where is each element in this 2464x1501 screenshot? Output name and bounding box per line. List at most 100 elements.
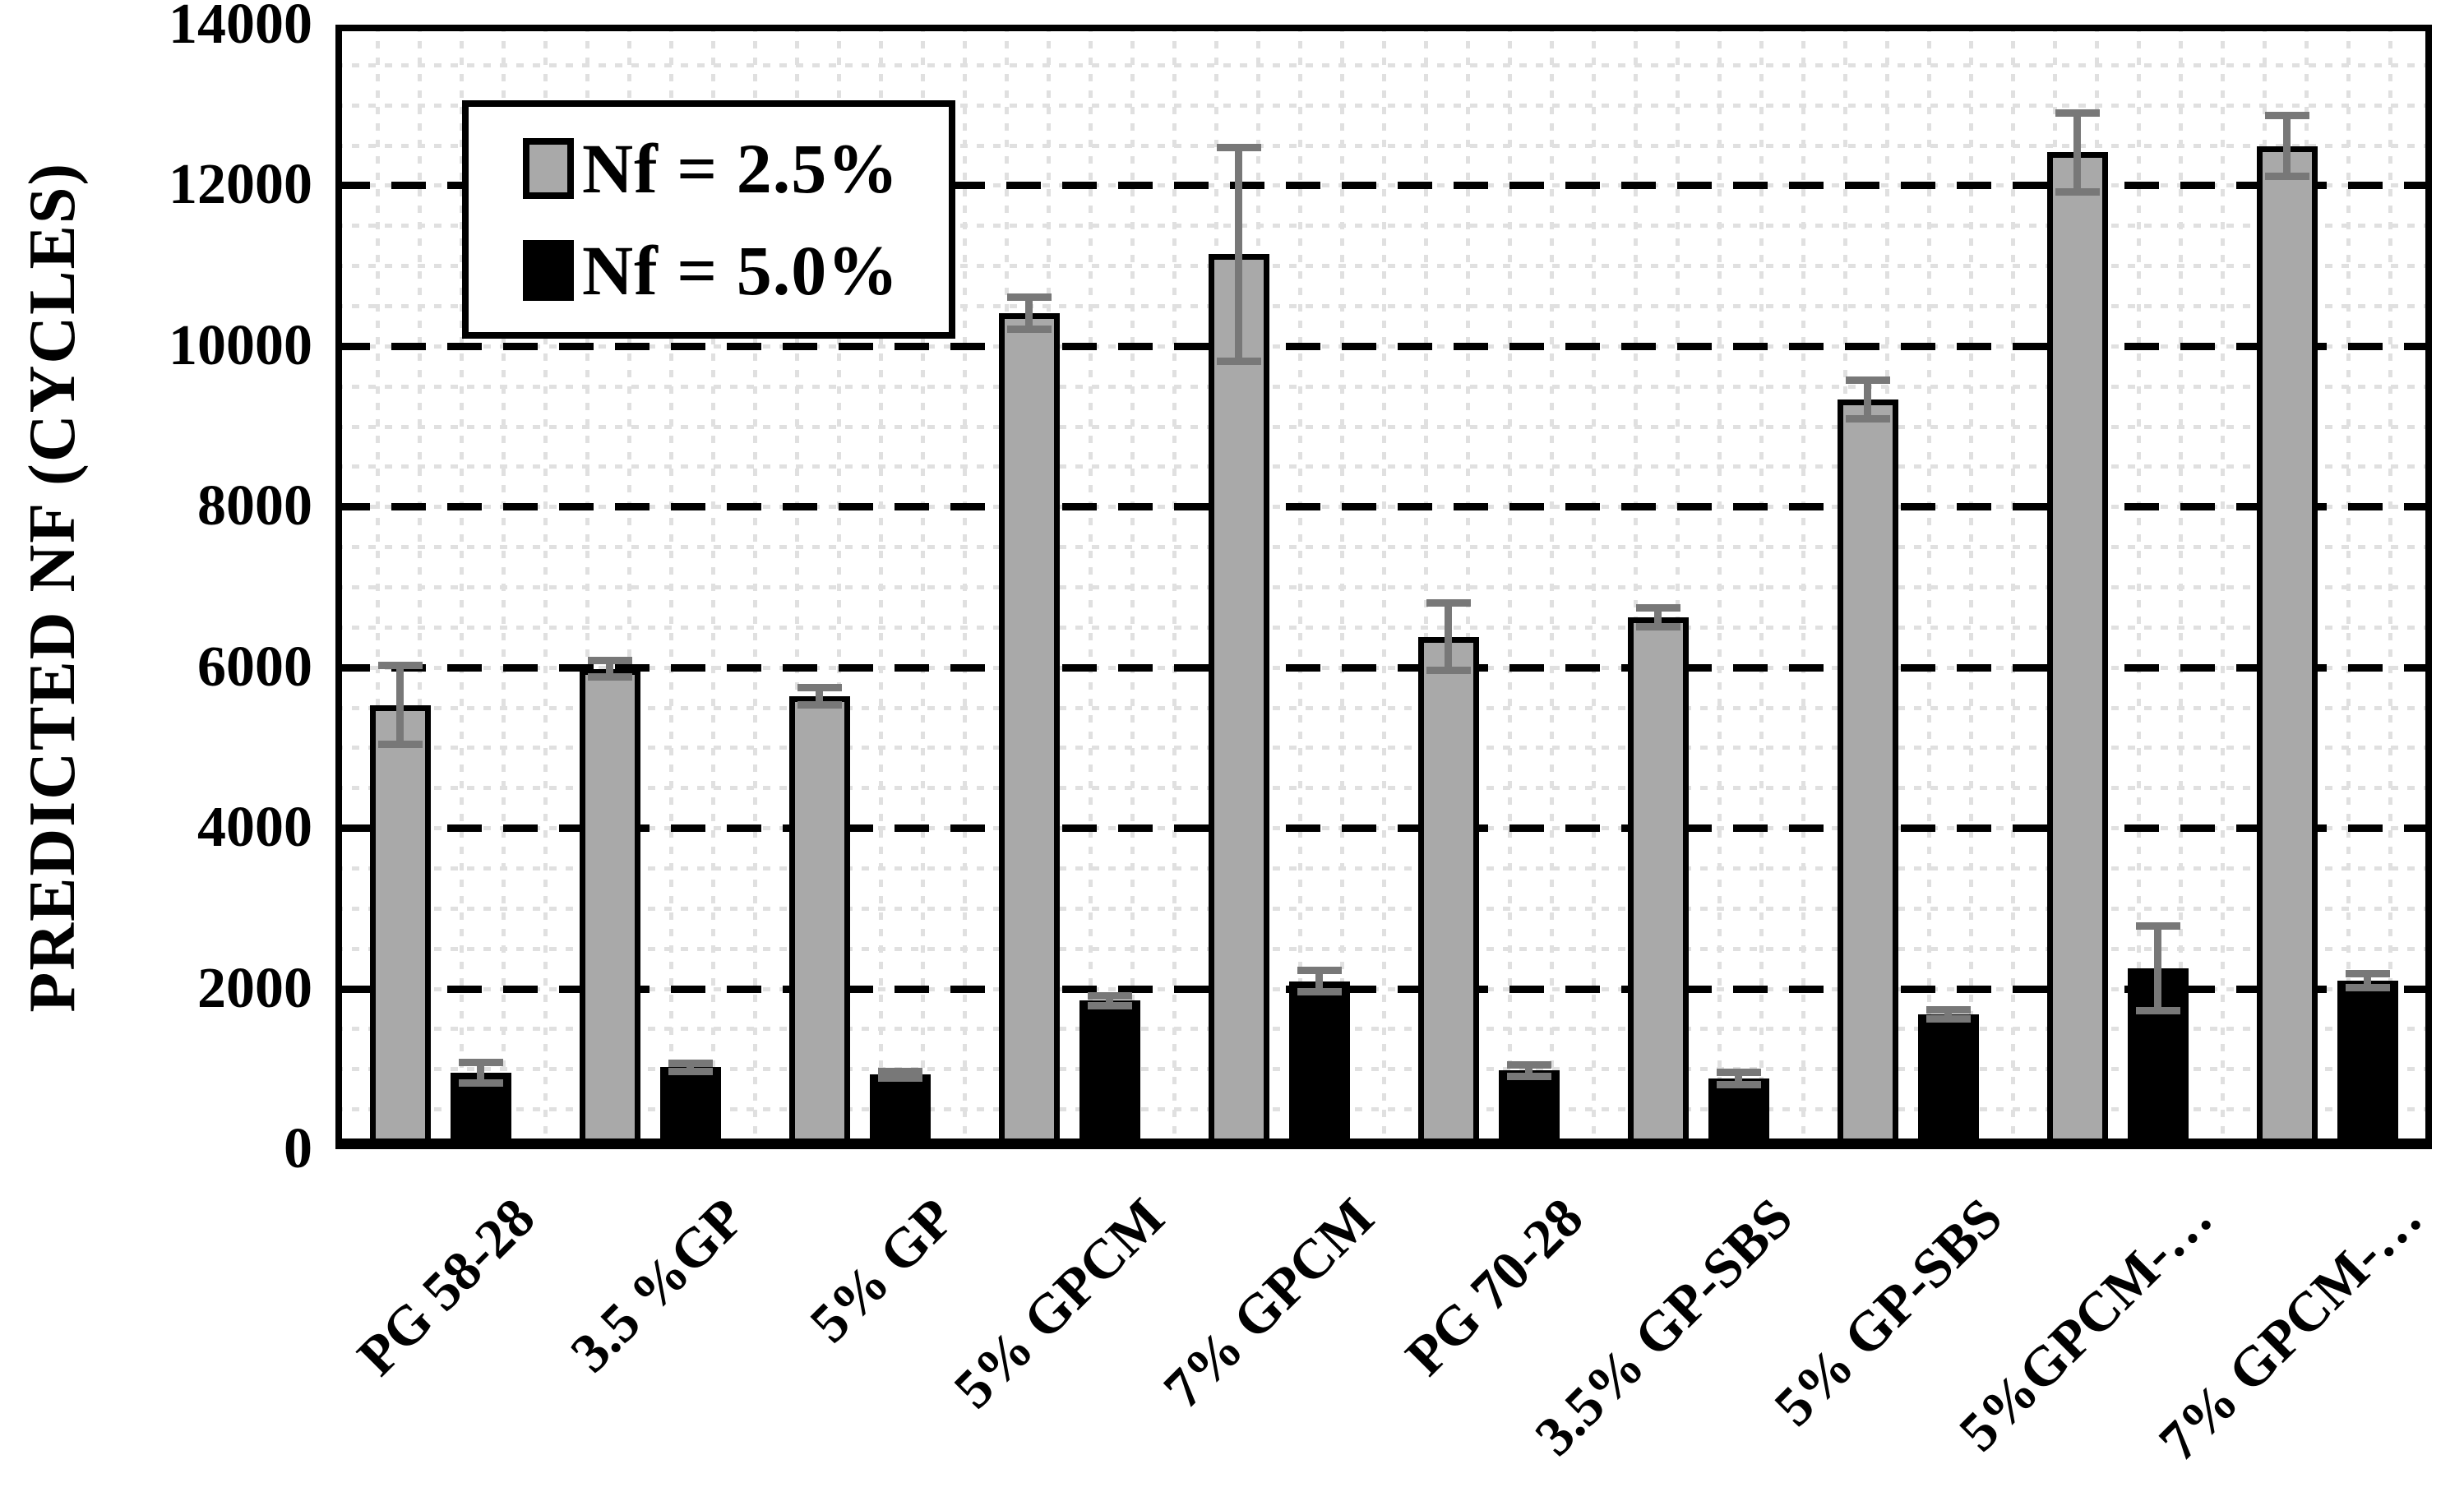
bar-nf50-7 xyxy=(1708,1078,1769,1149)
major-gridline-4000 xyxy=(335,824,2432,833)
error-bar xyxy=(1654,607,1662,627)
error-bar-cap xyxy=(2135,921,2180,930)
minor-horizontal-gridline xyxy=(335,304,2432,308)
minor-horizontal-gridline xyxy=(335,143,2432,148)
x-category-label-2: 3.5 %GP xyxy=(558,1185,756,1384)
error-bar-cap xyxy=(1216,144,1261,151)
minor-horizontal-gridline xyxy=(335,1067,2432,1072)
x-category-label-4: 5% GPCM xyxy=(941,1185,1176,1420)
y-tick-label-14000: 14000 xyxy=(169,0,312,56)
legend-item-nf-5-0: Nf = 5.0% xyxy=(469,229,949,312)
error-bar-cap xyxy=(1426,667,1471,675)
x-category-label-6: PG 70-28 xyxy=(1394,1185,1595,1388)
error-bar xyxy=(2364,973,2371,988)
x-category-label-5: 7% GPCM xyxy=(1151,1185,1385,1420)
bar-nf50-5 xyxy=(1288,981,1350,1149)
error-bar-cap xyxy=(1216,357,1261,365)
error-bar xyxy=(477,1062,484,1083)
error-bar-cap xyxy=(458,1079,503,1088)
error-bar xyxy=(396,665,404,745)
x-axis-line xyxy=(335,1138,2432,1149)
error-bar-cap xyxy=(797,701,842,709)
major-gridline-8000 xyxy=(335,503,2432,511)
error-bar-cap xyxy=(1716,1081,1761,1089)
error-bar xyxy=(1315,970,1323,992)
error-bar-cap xyxy=(1845,415,1890,423)
minor-horizontal-gridline xyxy=(335,705,2432,710)
legend-item-nf-2-5: Nf = 2.5% xyxy=(469,127,949,210)
minor-horizontal-gridline xyxy=(335,585,2432,589)
bar-nf25-5 xyxy=(1208,254,1269,1149)
bar-nf25-9 xyxy=(2046,152,2108,1149)
error-bar xyxy=(2073,113,2081,192)
error-bar-cap xyxy=(1506,1072,1551,1080)
bar-nf50-4 xyxy=(1079,1000,1140,1149)
error-bar-cap xyxy=(1297,967,1342,975)
major-gridline-6000 xyxy=(335,663,2432,672)
error-bar-cap xyxy=(1297,988,1342,996)
y-axis-title-text: PREDICTED NF (CYCLES) xyxy=(16,161,89,1013)
error-bar-cap xyxy=(877,1067,922,1075)
bar-nf25-1 xyxy=(369,704,431,1149)
error-bar-cap xyxy=(1635,603,1680,612)
error-bar-cap xyxy=(1006,325,1052,333)
minor-horizontal-gridline xyxy=(335,906,2432,911)
bar-nf50-6 xyxy=(1498,1070,1560,1149)
major-gridline-10000 xyxy=(335,342,2432,350)
x-category-label-1: PG 58-28 xyxy=(345,1185,547,1388)
minor-horizontal-gridline xyxy=(335,103,2432,108)
error-bar-cap xyxy=(2264,111,2309,119)
bar-nf25-8 xyxy=(1837,399,1898,1149)
error-bar-cap xyxy=(377,662,423,670)
legend-label-nf-5-0: Nf = 5.0% xyxy=(582,231,899,311)
error-bar xyxy=(1864,380,1871,419)
error-bar xyxy=(2283,115,2291,177)
bar-nf50-2 xyxy=(659,1067,721,1149)
error-bar xyxy=(1445,603,1452,671)
error-bar xyxy=(1525,1065,1532,1077)
minor-horizontal-gridline xyxy=(335,1107,2432,1112)
y-tick-label-10000: 10000 xyxy=(169,313,312,377)
minor-horizontal-gridline xyxy=(335,786,2432,791)
error-bar xyxy=(2154,926,2161,1011)
error-bar-cap xyxy=(1006,293,1052,301)
minor-horizontal-gridline xyxy=(335,946,2432,951)
error-bar-cap xyxy=(587,657,632,665)
minor-horizontal-gridline xyxy=(335,464,2432,469)
minor-horizontal-gridline xyxy=(335,264,2432,269)
bar-nf25-4 xyxy=(998,312,1060,1149)
error-bar xyxy=(606,660,613,677)
bar-nf25-7 xyxy=(1627,617,1689,1149)
error-bar xyxy=(816,687,823,705)
bar-nf50-10 xyxy=(2337,980,2398,1149)
bar-nf25-10 xyxy=(2256,145,2318,1149)
error-bar-cap xyxy=(877,1074,922,1082)
y-tick-label-8000: 8000 xyxy=(197,474,312,538)
major-gridline-12000 xyxy=(335,182,2432,190)
error-bar-cap xyxy=(797,683,842,691)
minor-horizontal-gridline xyxy=(335,625,2432,630)
error-bar-cap xyxy=(458,1058,503,1066)
y-tick-label-0: 0 xyxy=(284,1117,312,1180)
error-bar xyxy=(1944,1009,1952,1019)
y-tick-label-12000: 12000 xyxy=(169,153,312,217)
y-tick-label-4000: 4000 xyxy=(197,796,312,860)
error-bar-cap xyxy=(2345,969,2390,977)
y-tick-label-2000: 2000 xyxy=(197,956,312,1020)
error-bar-cap xyxy=(1635,623,1680,631)
error-bar xyxy=(1735,1072,1742,1085)
y-tick-label-6000: 6000 xyxy=(197,635,312,699)
error-bar-cap xyxy=(2055,109,2100,117)
legend-label-nf-2-5: Nf = 2.5% xyxy=(582,128,899,208)
minor-horizontal-gridline xyxy=(335,1027,2432,1032)
error-bar xyxy=(1025,297,1033,330)
minor-horizontal-gridline xyxy=(335,746,2432,750)
legend: Nf = 2.5% Nf = 5.0% xyxy=(462,100,955,339)
minor-horizontal-gridline xyxy=(335,384,2432,389)
error-bar xyxy=(686,1063,694,1072)
bar-nf50-8 xyxy=(1917,1014,1979,1149)
error-bar-cap xyxy=(1426,599,1471,607)
bar-nf25-3 xyxy=(788,695,850,1149)
error-bar-cap xyxy=(2345,984,2390,992)
